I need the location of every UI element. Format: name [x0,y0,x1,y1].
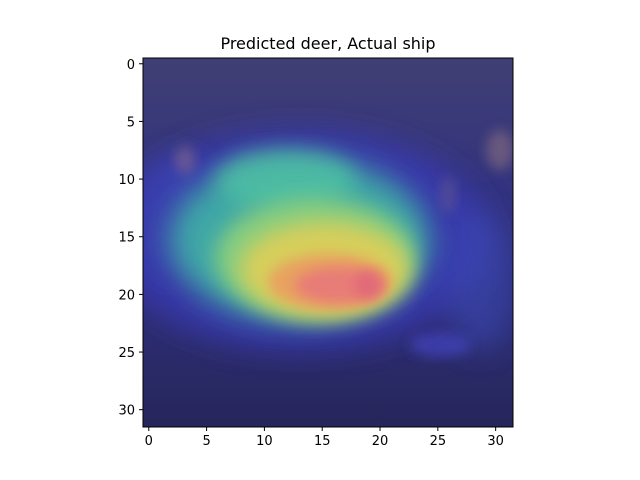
heatmap-lower-streak [410,333,470,357]
heatmap-image [143,58,513,427]
heatmap-red-spot [354,271,382,299]
y-tick-label: 10 [118,173,135,188]
axes-frame [142,57,514,428]
y-tick-label: 5 [127,115,135,130]
heatmap-faint-spot-left [175,146,195,174]
x-tick-label: 5 [202,434,210,449]
x-axis: 0 5 10 15 20 25 30 [145,427,504,449]
y-axis: 0 5 10 15 20 25 30 [118,58,143,419]
plot-title: Predicted deer, Actual ship [220,34,435,53]
x-tick-label: 30 [487,434,504,449]
y-tick-label: 15 [118,231,135,246]
heatmap-blue-right [445,210,513,350]
heatmap-faint-spot-right [486,130,513,170]
y-tick-label: 20 [118,288,135,303]
x-tick-label: 10 [256,434,273,449]
x-tick-label: 20 [372,434,389,449]
x-tick-label: 25 [430,434,447,449]
heatmap-cyan-top [215,150,355,210]
x-tick-label: 0 [145,434,153,449]
y-tick-label: 30 [118,404,135,419]
y-tick-label: 0 [127,58,135,73]
y-tick-label: 25 [118,346,135,361]
heatmap-faint-spot-mid [440,177,456,213]
x-tick-label: 15 [314,434,331,449]
